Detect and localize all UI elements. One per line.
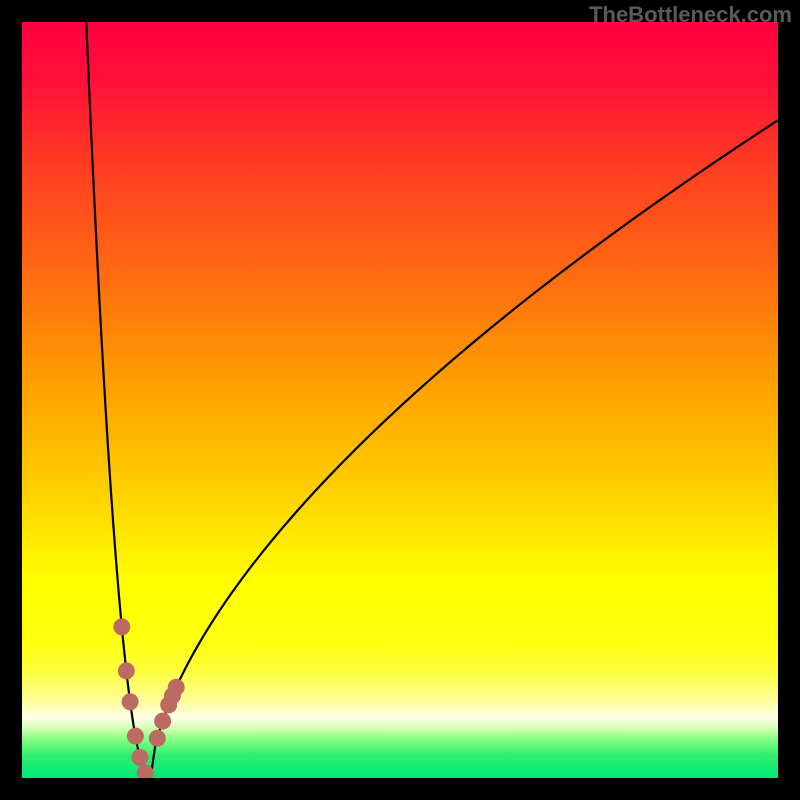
curve-marker (154, 713, 171, 730)
curve-marker (131, 749, 148, 766)
curve-marker (168, 679, 185, 696)
curve-marker (113, 618, 130, 635)
bottleneck-chart: TheBottleneck.com (0, 0, 800, 800)
curve-marker (122, 693, 139, 710)
watermark-text: TheBottleneck.com (589, 2, 792, 28)
chart-canvas (0, 0, 800, 800)
curve-marker (118, 662, 135, 679)
chart-background-gradient (22, 22, 778, 778)
curve-marker (127, 728, 144, 745)
curve-marker (149, 730, 166, 747)
